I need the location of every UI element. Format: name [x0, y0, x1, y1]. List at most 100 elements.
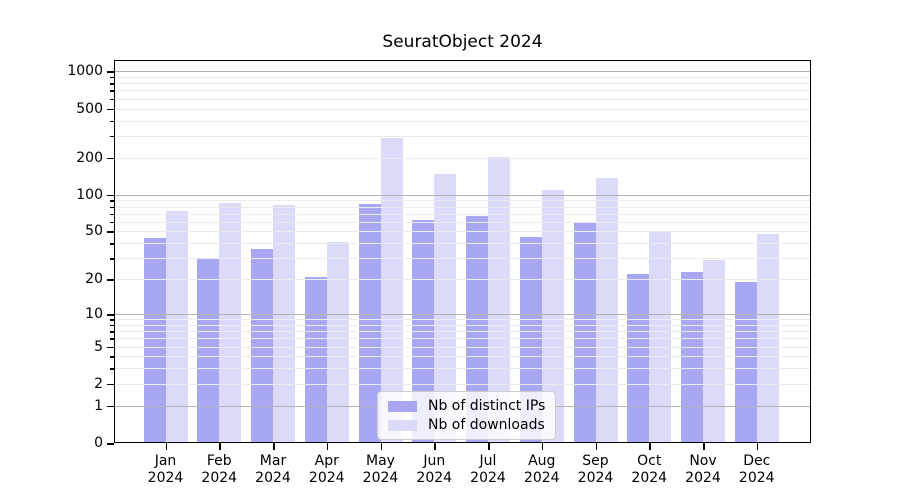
- y-tick-label-1000: 1000: [67, 63, 103, 80]
- y-minor-tick: [110, 338, 114, 340]
- minor-gridline: [114, 206, 811, 208]
- y-tick-500: [107, 108, 114, 110]
- y-minor-tick: [110, 120, 114, 122]
- x-tick-label-oct: Oct 2024: [631, 453, 668, 486]
- y-tick-1: [107, 405, 114, 408]
- x-tick-label-jun: Jun 2024: [416, 453, 453, 486]
- legend-label-downloads: Nb of downloads: [428, 417, 545, 433]
- y-tick-label-5: 5: [94, 338, 103, 355]
- bar-downloads-jul: [488, 157, 510, 443]
- gridline-100: [114, 194, 811, 196]
- x-tick-label-nov: Nov 2024: [685, 453, 721, 486]
- minor-gridline: [114, 120, 811, 122]
- y-minor-tick: [110, 331, 114, 333]
- y-tick-2: [107, 383, 114, 386]
- x-tick-label-aug: Aug 2024: [523, 453, 560, 486]
- x-tick-label-apr: Apr 2024: [308, 453, 345, 486]
- x-tick-mar: [273, 443, 275, 450]
- minor-gridline: [114, 319, 811, 321]
- x-tick-sep: [595, 443, 597, 450]
- minor-gridline: [114, 368, 811, 370]
- bar-distinct-ips-oct: [627, 274, 650, 443]
- y-minor-tick: [110, 356, 114, 358]
- plot-area: 0 1 2 5 10 20 50 100 200 500 1000 Jan 2024 Feb 2024 Mar…: [67, 60, 811, 486]
- y-minor-tick: [110, 368, 114, 370]
- bar-distinct-ips-apr: [304, 276, 327, 443]
- y-tick-50: [107, 231, 114, 233]
- y-minor-tick: [110, 213, 114, 216]
- bar-distinct-ips-dec: [734, 281, 757, 443]
- y-tick-label-50: 50: [85, 223, 103, 240]
- bar-distinct-ips-nov: [681, 272, 703, 443]
- gridline-5: [114, 346, 811, 348]
- x-tick-aug: [541, 443, 544, 450]
- gridline-10: [114, 314, 811, 315]
- gridline-500: [114, 108, 811, 110]
- x-tick-may: [380, 443, 382, 450]
- y-minor-tick: [110, 200, 114, 202]
- y-tick-label-1: 1: [94, 397, 103, 414]
- bar-downloads-aug: [541, 189, 564, 443]
- gridline-50: [114, 231, 811, 233]
- x-tick-label-jul: Jul 2024: [470, 453, 506, 486]
- y-tick-10: [107, 314, 114, 316]
- minor-gridline: [114, 221, 811, 223]
- x-tick-dec: [756, 443, 759, 450]
- bar-downloads-feb: [219, 202, 242, 443]
- y-minor-tick: [110, 221, 114, 224]
- y-minor-tick: [110, 243, 114, 245]
- x-tick-jul: [488, 443, 490, 450]
- x-tick-label-dec: Dec 2024: [738, 453, 775, 486]
- y-tick-20: [107, 279, 114, 281]
- minor-gridline: [114, 135, 811, 137]
- bar-downloads-sep: [595, 177, 618, 443]
- legend-item-distinct-ips: Nb of distinct IPs: [388, 398, 545, 414]
- x-tick-feb: [219, 443, 221, 450]
- minor-gridline: [114, 213, 811, 215]
- bar-distinct-ips-may: [358, 203, 381, 443]
- minor-gridline: [114, 338, 811, 340]
- minor-gridline: [114, 83, 811, 85]
- minor-gridline: [114, 200, 811, 202]
- bar-downloads-nov: [703, 260, 725, 443]
- y-tick-label-0: 0: [94, 435, 103, 451]
- y-minor-tick: [110, 76, 114, 79]
- x-tick-jun: [434, 443, 436, 450]
- bar-downloads-jun: [434, 174, 457, 443]
- y-tick-label-10: 10: [85, 306, 103, 322]
- x-tick-oct: [649, 443, 651, 450]
- bar-distinct-ips-jul: [466, 216, 488, 443]
- y-minor-tick: [110, 98, 114, 101]
- bar-distinct-ips-mar: [251, 248, 273, 443]
- x-tick-label-sep: Sep 2024: [577, 453, 614, 486]
- x-tick-label-feb: Feb 2024: [201, 453, 238, 486]
- y-minor-tick: [110, 258, 114, 260]
- minor-gridline: [114, 243, 811, 245]
- y-minor-tick: [110, 135, 114, 138]
- legend: Nb of distinct IPs Nb of downloads: [377, 391, 557, 440]
- y-tick-label-2: 2: [94, 375, 103, 392]
- y-tick-5: [107, 346, 114, 349]
- y-tick-1000: [107, 71, 114, 73]
- y-tick-label-500: 500: [76, 100, 103, 117]
- y-minor-tick: [110, 324, 114, 327]
- bar-distinct-ips-sep: [573, 221, 596, 443]
- y-tick-label-200: 200: [76, 149, 103, 166]
- minor-gridline: [114, 98, 811, 100]
- y-minor-tick: [110, 319, 114, 321]
- bar-downloads-jan: [165, 210, 188, 443]
- legend-label-distinct-ips: Nb of distinct IPs: [428, 398, 546, 414]
- x-tick-jan: [165, 443, 167, 450]
- y-minor-tick: [110, 83, 114, 85]
- x-tick-label-jan: Jan 2024: [147, 453, 184, 486]
- y-tick-label-20: 20: [85, 271, 103, 288]
- x-tick-apr: [326, 443, 329, 450]
- bar-distinct-ips-jan: [143, 238, 166, 443]
- minor-gridline: [114, 258, 811, 260]
- bar-downloads-oct: [649, 231, 672, 443]
- legend-swatch-downloads: [388, 419, 417, 431]
- gridline-1000: [114, 71, 811, 73]
- legend-item-downloads: Nb of downloads: [388, 417, 545, 433]
- y-tick-100: [107, 194, 114, 197]
